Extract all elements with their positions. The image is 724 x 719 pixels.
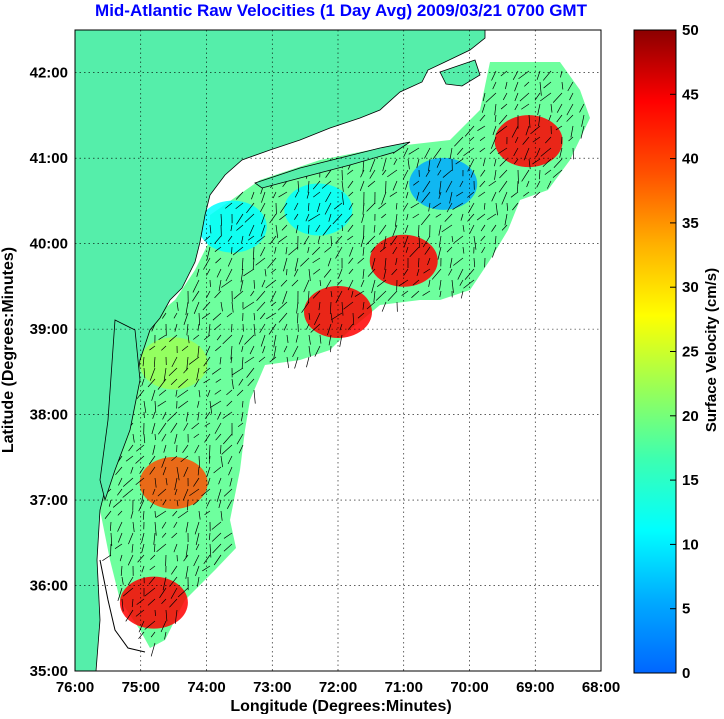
y-tick-label: 36:00 [30,578,68,595]
colorbar-tick-label: 10 [682,536,699,553]
velocity-region [120,577,188,629]
x-tick-label: 71:00 [385,679,423,696]
map-plot-area [75,30,601,671]
y-tick-label: 37:00 [30,492,68,509]
x-tick-label: 73:00 [253,679,291,696]
y-tick-label: 38:00 [30,407,68,424]
colorbar-tick-label: 25 [682,344,699,361]
chart-title: Mid-Atlantic Raw Velocities (1 Day Avg) … [95,1,588,20]
y-axis-label: Latitude (Degrees:Minutes) [0,247,17,453]
colorbar-tick-label: 45 [682,86,699,103]
x-tick-label: 75:00 [122,679,160,696]
y-tick-label: 35:00 [30,663,68,680]
colorbar-tick-label: 50 [682,22,699,39]
x-axis-label: Longitude (Degrees:Minutes) [230,698,451,714]
y-tick-label: 42:00 [30,65,68,82]
x-tick-label: 76:00 [56,679,94,696]
velocity-region [409,158,477,210]
y-tick-label: 40:00 [30,236,68,253]
x-tick-label: 70:00 [450,679,488,696]
x-tick-label: 72:00 [319,679,357,696]
colorbar [634,30,676,673]
velocity-region [304,286,372,338]
colorbar-tick-label: 40 [682,151,699,168]
x-tick-label: 68:00 [582,679,620,696]
colorbar-tick-label: 20 [682,408,699,425]
colorbar-tick-label: 15 [682,472,699,489]
colorbar-label: Surface Velocity (cm/s) [703,268,720,432]
colorbar-tick-label: 5 [682,601,690,618]
x-tick-label: 69:00 [516,679,554,696]
velocity-region [199,201,267,253]
x-tick-label: 74:00 [187,679,225,696]
y-tick-label: 41:00 [30,150,68,167]
colorbar-tick-label: 35 [682,215,699,232]
colorbar-tick-label: 0 [682,665,690,682]
colorbar-tick-label: 30 [682,279,699,296]
y-tick-label: 39:00 [30,321,68,338]
y-axis-ticks: 42:00 41:00 40:00 39:00 38:00 37:00 36:00 35:00 [30,65,68,680]
velocity-region [495,115,563,167]
x-axis-ticks: 76:00 75:00 74:00 73:00 72:00 71:00 70:00 69:00… [56,679,620,696]
